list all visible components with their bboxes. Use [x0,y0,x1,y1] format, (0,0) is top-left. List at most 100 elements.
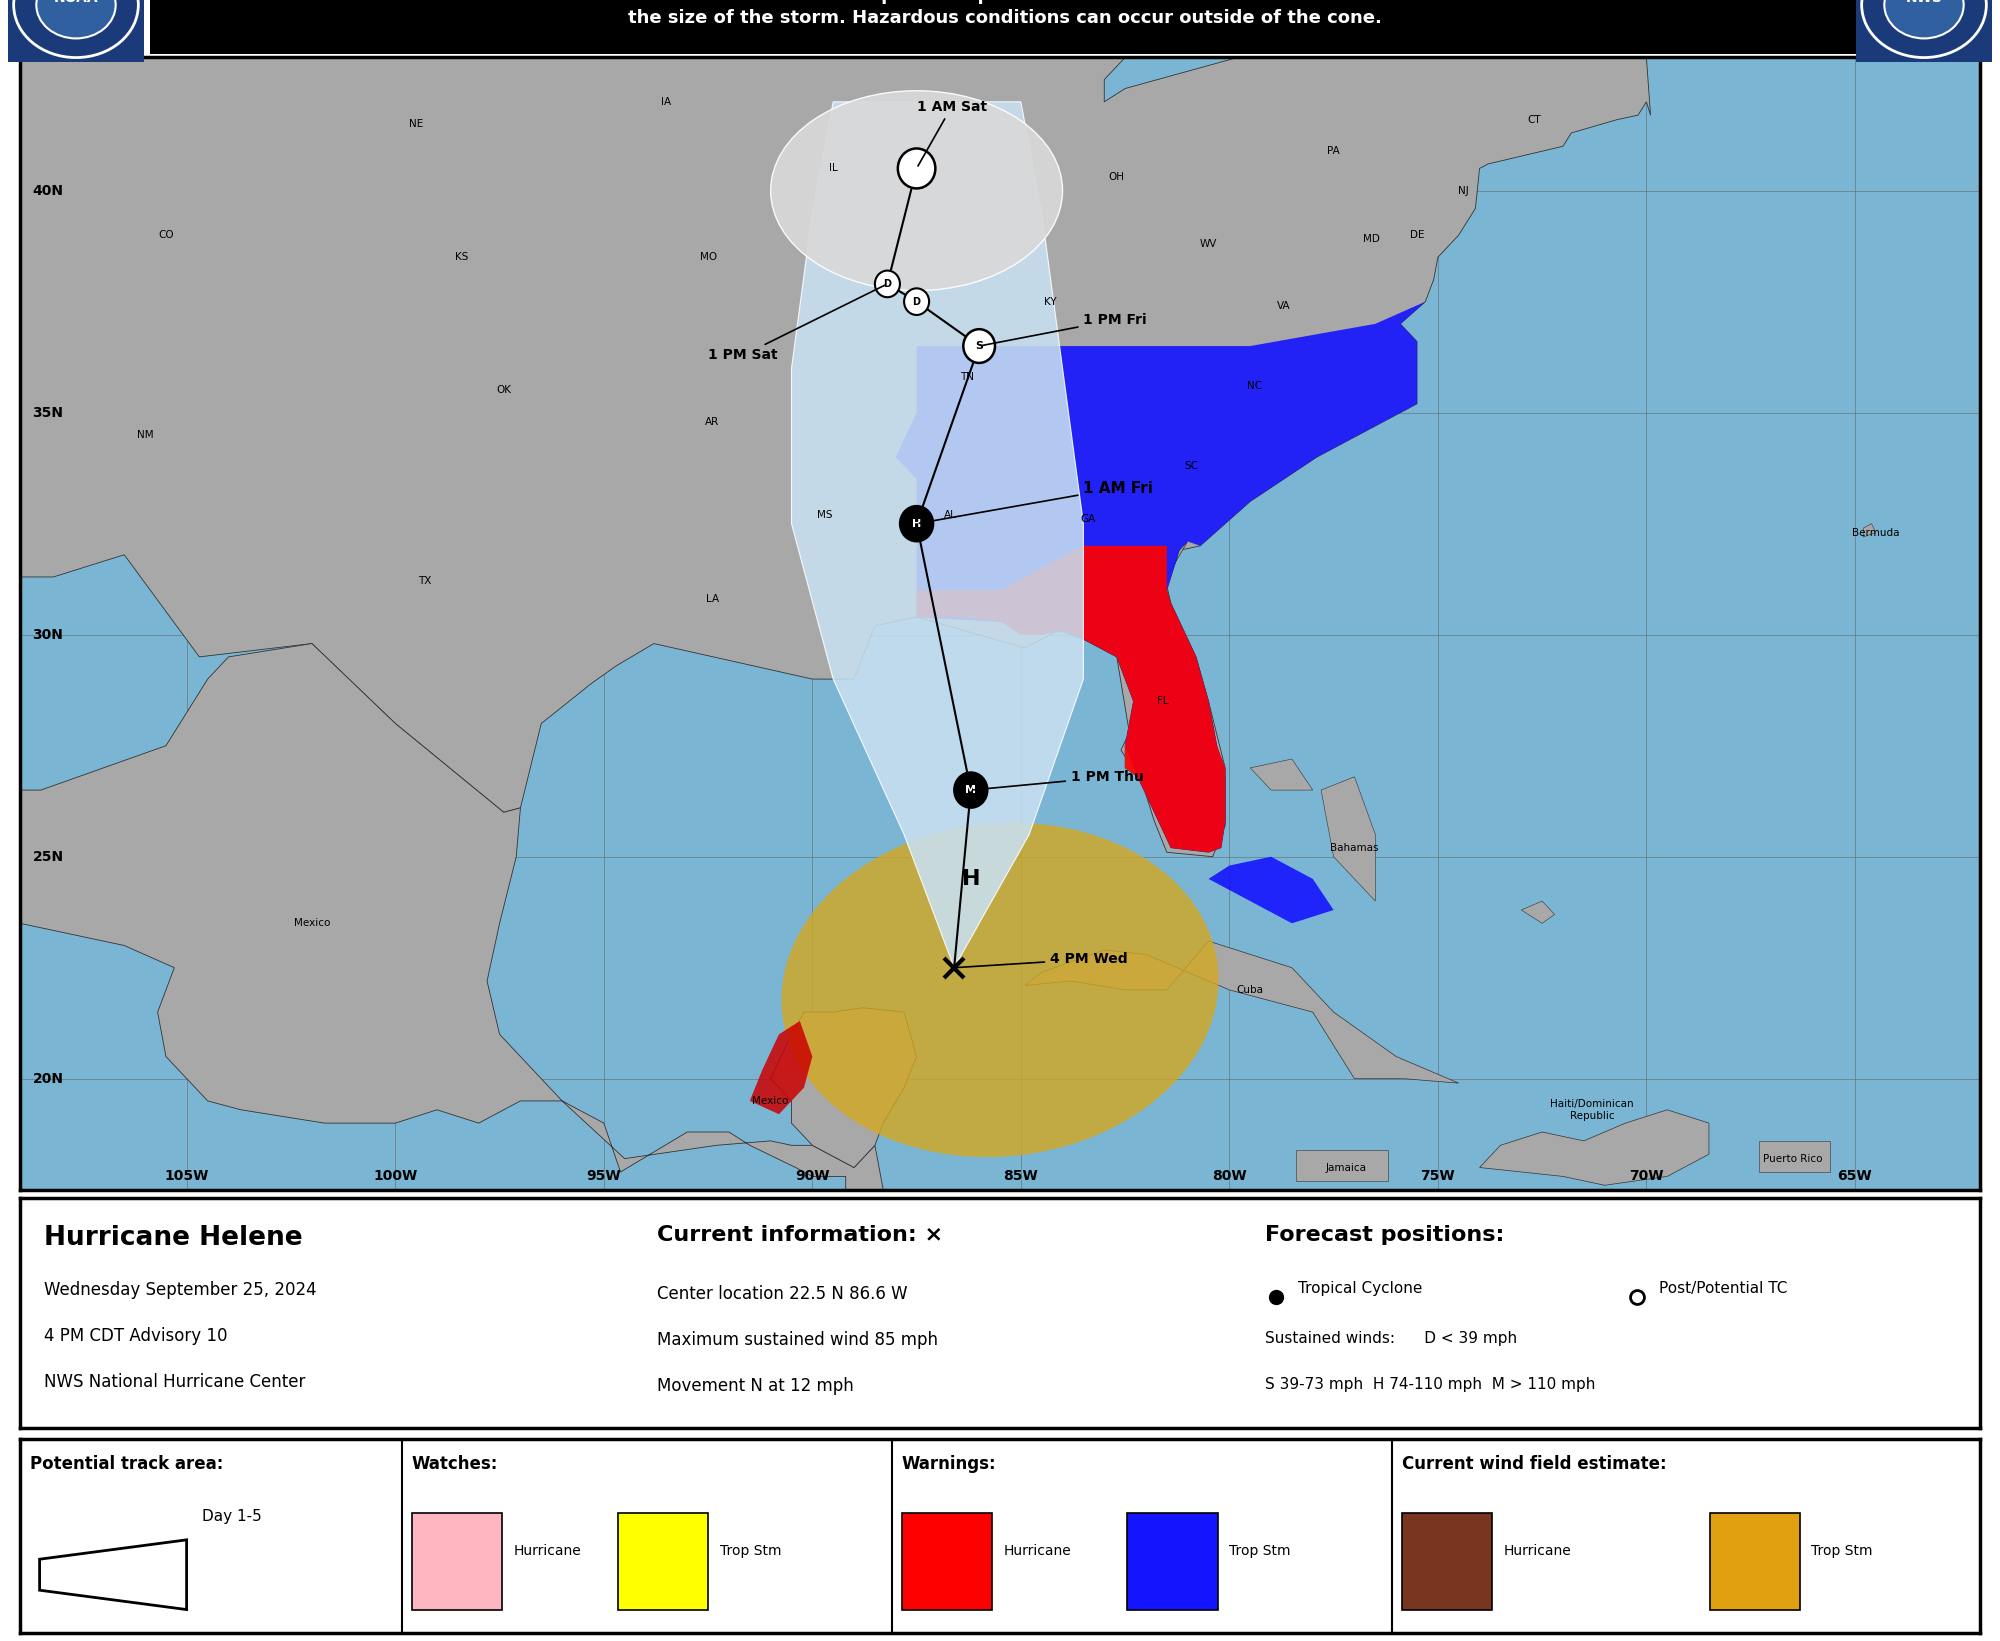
Ellipse shape [782,822,1218,1157]
Text: S 39-73 mph  H 74-110 mph  M > 110 mph: S 39-73 mph H 74-110 mph M > 110 mph [1264,1377,1594,1392]
Bar [1402,1513,1492,1610]
Bar [1710,1513,1800,1610]
Text: MD: MD [1362,235,1380,245]
Polygon shape [0,0,1772,857]
Text: Mexico: Mexico [752,1096,788,1106]
Text: NC: NC [1246,381,1262,391]
Text: M: M [966,784,976,796]
Text: Hurricane: Hurricane [1504,1544,1572,1559]
Text: AR: AR [706,417,720,427]
Text: 25N: 25N [32,850,64,863]
Text: OK: OK [496,386,512,395]
Text: GA: GA [1080,514,1096,523]
Circle shape [14,0,138,57]
Polygon shape [792,102,1084,968]
Text: Bahamas: Bahamas [1330,843,1378,853]
Text: TN: TN [960,373,974,382]
Text: Hurricane Helene: Hurricane Helene [44,1226,302,1252]
Text: NOAA: NOAA [54,0,98,5]
Text: 105W: 105W [164,1168,208,1183]
Text: NM: NM [136,430,154,440]
Polygon shape [1208,857,1334,924]
Text: Warnings:: Warnings: [902,1454,996,1472]
Circle shape [904,289,930,315]
Text: CO: CO [158,230,174,240]
Text: Center location 22.5 N 86.6 W: Center location 22.5 N 86.6 W [656,1285,908,1303]
Polygon shape [1864,523,1876,537]
Text: 30N: 30N [32,627,64,642]
Text: Haiti/Dominican
Republic: Haiti/Dominican Republic [1550,1099,1634,1121]
Text: Hurricane: Hurricane [514,1544,582,1559]
Text: DE: DE [1410,230,1424,240]
Text: IA: IA [662,97,672,107]
Circle shape [1862,0,1986,57]
Polygon shape [896,302,1426,852]
Circle shape [954,773,988,807]
Text: 95W: 95W [586,1168,622,1183]
Text: Trop Stm: Trop Stm [720,1544,782,1559]
Text: 1 AM Fri: 1 AM Fri [920,481,1154,523]
Text: 90W: 90W [796,1168,830,1183]
Bar [412,1513,502,1610]
Text: 1 PM Fri: 1 PM Fri [982,313,1148,346]
Text: 1 AM Sat: 1 AM Sat [916,100,986,166]
Bar [1128,1513,1218,1610]
Text: Note: The cone contains the probable path of the storm center but does not show
: Note: The cone contains the probable pat… [590,0,1420,28]
Text: 35N: 35N [32,405,64,420]
Text: 1 PM Thu: 1 PM Thu [974,770,1144,789]
Polygon shape [1250,760,1312,789]
Text: 80W: 80W [1212,1168,1246,1183]
Polygon shape [916,542,1226,852]
Text: Sustained winds:      D < 39 mph: Sustained winds: D < 39 mph [1264,1331,1516,1346]
Circle shape [36,0,116,38]
Text: Trop Stm: Trop Stm [1812,1544,1872,1559]
Text: 1 PM Sat: 1 PM Sat [708,286,884,363]
Text: VA: VA [1276,300,1290,312]
Text: Tropical Cyclone: Tropical Cyclone [1298,1280,1422,1296]
Text: AL: AL [944,510,956,520]
Text: OH: OH [1108,172,1124,182]
Text: MS: MS [818,510,832,520]
Circle shape [1884,0,1964,38]
Text: TX: TX [418,576,432,586]
Text: H: H [912,519,922,528]
Text: Maximum sustained wind 85 mph: Maximum sustained wind 85 mph [656,1331,938,1349]
Text: Current information: ×: Current information: × [656,1226,944,1246]
Text: SC: SC [1184,461,1198,471]
Circle shape [874,271,900,297]
Text: NWS National Hurricane Center: NWS National Hurricane Center [44,1372,304,1390]
Text: Puerto Rico: Puerto Rico [1762,1154,1822,1163]
Text: 85W: 85W [1004,1168,1038,1183]
Text: 20N: 20N [32,1072,64,1086]
Text: 100W: 100W [374,1168,418,1183]
Text: 70W: 70W [1630,1168,1664,1183]
Text: S: S [976,341,984,351]
Text: Trop Stm: Trop Stm [1230,1544,1290,1559]
Text: Watches:: Watches: [412,1454,498,1472]
Text: Post/Potential TC: Post/Potential TC [1658,1280,1786,1296]
Text: 4 PM Wed: 4 PM Wed [956,952,1128,968]
Text: Jamaica: Jamaica [1326,1162,1366,1173]
Text: NE: NE [410,120,424,130]
Bar [902,1513,992,1610]
Text: D: D [884,279,892,289]
Text: KS: KS [456,253,468,263]
Polygon shape [916,546,1226,852]
Text: Hurricane: Hurricane [1004,1544,1072,1559]
Text: Bermuda: Bermuda [1852,527,1900,538]
Text: Movement N at 12 mph: Movement N at 12 mph [656,1377,854,1395]
Text: Mexico: Mexico [294,919,330,929]
Polygon shape [0,643,896,1270]
Circle shape [964,330,994,363]
Text: Wednesday September 25, 2024: Wednesday September 25, 2024 [44,1280,316,1298]
Ellipse shape [770,90,1062,290]
Circle shape [898,148,936,189]
Text: H: H [962,868,980,889]
Text: NWS: NWS [1906,0,1942,5]
Text: Day 1-5: Day 1-5 [202,1510,262,1524]
Text: LA: LA [706,594,718,604]
Text: IL: IL [828,164,838,174]
Bar [618,1513,708,1610]
Text: FL: FL [1156,696,1168,706]
Text: NOAA: NOAA [62,15,90,25]
